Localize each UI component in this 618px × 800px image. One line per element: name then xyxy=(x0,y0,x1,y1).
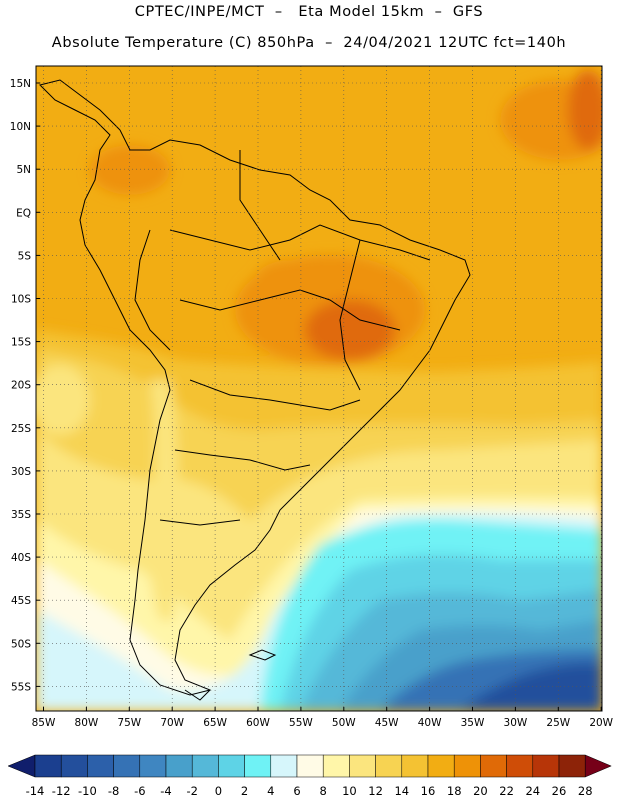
map-frame xyxy=(35,65,603,712)
colorbar-swatch xyxy=(270,754,298,778)
colorbar-label: -6 xyxy=(134,784,145,798)
lon-label: 50W xyxy=(332,717,356,729)
latitude-labels: 15N 10N 5N EQ 5S 10S 15S 20S 25S 30S 35S 40S 45S 50S 5… xyxy=(10,78,40,693)
colorbar-swatch xyxy=(296,754,324,778)
lon-label: 35W xyxy=(461,717,485,729)
lat-label: 10N xyxy=(10,121,31,133)
colorbar-label: -4 xyxy=(160,784,171,798)
lat-label: 15N xyxy=(10,78,31,90)
lon-label: 85W xyxy=(32,717,56,729)
colorbar-swatch xyxy=(558,754,586,778)
colorbar-swatch xyxy=(480,754,507,778)
lon-label: 75W xyxy=(117,717,141,729)
lat-label: 35S xyxy=(11,509,31,521)
colorbar-label: 18 xyxy=(447,784,462,798)
colorbar xyxy=(7,754,612,778)
colorbar-swatch xyxy=(34,754,62,778)
lon-label: 60W xyxy=(246,717,270,729)
colorbar-low-arrow xyxy=(7,754,36,778)
colorbar-swatch xyxy=(506,754,534,778)
colorbar-swatch xyxy=(244,754,272,778)
lat-label: 40S xyxy=(11,552,31,564)
colorbar-label: 22 xyxy=(499,784,514,798)
colorbar-high-arrow xyxy=(584,754,612,778)
lat-label: 20S xyxy=(11,380,31,392)
lat-label: EQ xyxy=(16,207,31,219)
colorbar-label: 8 xyxy=(320,784,327,798)
lon-label: 55W xyxy=(289,717,313,729)
colorbar-swatch xyxy=(401,754,429,778)
colorbar-label: 26 xyxy=(552,784,567,798)
colorbar-swatch xyxy=(453,754,481,778)
colorbar-label: 20 xyxy=(473,784,488,798)
temperature-field xyxy=(36,66,602,711)
lat-label: 50S xyxy=(11,638,31,650)
lon-label: 25W xyxy=(546,717,570,729)
colorbar-label: 14 xyxy=(394,784,409,798)
lat-label: 45S xyxy=(11,595,31,607)
colorbar-swatch xyxy=(427,754,455,778)
colorbar-label: 0 xyxy=(215,784,222,798)
colorbar-label: 6 xyxy=(293,784,300,798)
lat-label: 5S xyxy=(18,250,32,262)
lat-label: 30S xyxy=(11,466,31,478)
lat-label: 15S xyxy=(11,337,31,349)
lon-label: 65W xyxy=(203,717,227,729)
lat-label: 55S xyxy=(11,681,31,693)
colorbar-label: -14 xyxy=(26,784,45,798)
continent-outline xyxy=(39,79,471,701)
lon-label: 80W xyxy=(75,717,99,729)
colorbar-swatch xyxy=(322,754,350,778)
colorbar-swatch xyxy=(113,754,141,778)
colorbar-label: 10 xyxy=(342,784,357,798)
colorbar-label: -10 xyxy=(78,784,97,798)
colorbar-swatch xyxy=(375,754,403,778)
lon-label: 20W xyxy=(589,717,613,729)
colorbar-labels: -14 -12 -10 -8 -6 -4 -2 0 2 4 6 8 10 12 14 16 18 20 22 24 26… xyxy=(26,784,593,798)
colorbar-label: 2 xyxy=(241,784,248,798)
colorbar-swatch xyxy=(139,754,167,778)
lat-label: 25S xyxy=(11,423,31,435)
colorbar-swatch xyxy=(165,754,193,778)
colorbar-swatch xyxy=(87,754,114,778)
lon-label: 45W xyxy=(375,717,399,729)
lat-label: 10S xyxy=(11,294,31,306)
longitude-labels: 85W 80W 75W 70W 65W 60W 55W 50W 45W 40W 35W 30W 25W 2… xyxy=(32,707,614,729)
lat-label: 5N xyxy=(16,164,31,176)
colorbar-swatch xyxy=(532,754,560,778)
colorbar-swatch xyxy=(218,754,245,778)
lon-label: 40W xyxy=(418,717,442,729)
map-title: CPTEC/INPE/MCT – Eta Model 15km – GFS xyxy=(134,4,484,20)
colorbar-label: 4 xyxy=(267,784,274,798)
colorbar-label: -2 xyxy=(186,784,197,798)
lon-label: 30W xyxy=(504,717,528,729)
colorbar-label: 24 xyxy=(525,784,540,798)
colorbar-label: 28 xyxy=(578,784,593,798)
colorbar-label: 12 xyxy=(368,784,383,798)
colorbar-label: -12 xyxy=(52,784,71,798)
map-subtitle: Absolute Temperature (C) 850hPa – 24/04/… xyxy=(51,35,567,51)
lon-label: 70W xyxy=(160,717,184,729)
colorbar-swatch xyxy=(191,754,219,778)
colorbar-swatch xyxy=(349,754,376,778)
colorbar-swatch xyxy=(60,754,88,778)
colorbar-label: 16 xyxy=(421,784,436,798)
colorbar-label: -8 xyxy=(108,784,119,798)
